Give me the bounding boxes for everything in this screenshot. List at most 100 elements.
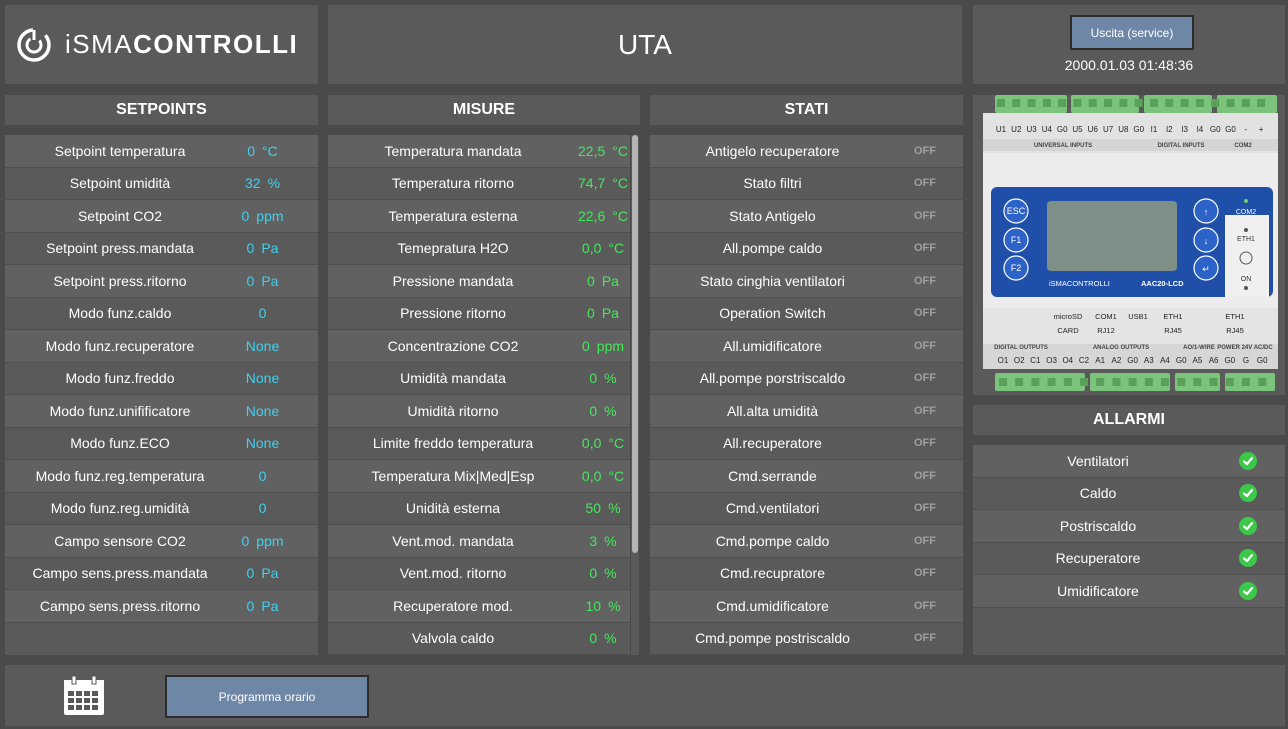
esc-button-label: ESC (1007, 206, 1026, 216)
setpoints-value: 0 (235, 468, 290, 484)
misure-label: Umidità ritorno (407, 402, 499, 419)
setpoints-value: 0 (235, 305, 290, 321)
misure-label: Temperatura mandata (384, 142, 522, 159)
misure-label: Concentrazione CO2 (387, 337, 519, 354)
setpoints-row: Campo sens.press.mandata 0 Pa (5, 557, 318, 590)
terminal-label: G0 (1176, 356, 1187, 365)
terminal-screw (1209, 378, 1218, 386)
terminal-label: A6 (1209, 356, 1219, 365)
misure-row: Temepratura H2O 0,0 °C (328, 232, 630, 265)
terminal-label: G0 (1224, 356, 1235, 365)
setpoints-value: None (235, 338, 290, 354)
setpoints-label: Setpoint press.mandata (46, 240, 194, 257)
value-number: 22,5 (578, 142, 606, 159)
setpoints-row: Setpoint press.ritorno 0 Pa (5, 265, 318, 298)
terminal-label: + (1259, 125, 1264, 134)
value-unit: °C (612, 142, 628, 159)
value-number: 50 (585, 500, 602, 517)
port-label: USB1 (1128, 312, 1148, 321)
misure-row: Limite freddo temperatura 0,0 °C (328, 427, 630, 460)
setpoints-value: 32% (235, 175, 290, 191)
value-number: None (245, 435, 280, 452)
setpoints-row: Setpoint temperatura 0 °C (5, 135, 318, 168)
value-unit: % (604, 370, 617, 387)
terminal-screw (1150, 99, 1158, 107)
value-unit: % (604, 630, 617, 647)
device-brand-text: iSMACONTROLLI (1049, 279, 1110, 288)
terminal-label: I1 (1151, 125, 1158, 134)
setpoints-label: Setpoint press.ritorno (53, 272, 187, 289)
value-unit: % (604, 402, 617, 419)
misure-row: Temperatura Mix|Med|Esp 0,0 °C (328, 460, 630, 493)
value-unit: Pa (261, 597, 279, 614)
terminal-screw (1047, 378, 1056, 386)
terminal-label: A3 (1144, 356, 1154, 365)
misure-label: Pressione ritorno (400, 305, 506, 322)
terminal-screw (1058, 99, 1067, 107)
misure-label: Vent.mod. mandata (392, 532, 514, 549)
terminal-label: I3 (1181, 125, 1188, 134)
value-number: None (245, 402, 280, 419)
terminal-screw (1096, 378, 1105, 386)
stati-label: Cmd.ventilatori (725, 500, 820, 517)
value-unit: °C (608, 435, 625, 452)
setpoints-value: None (235, 435, 290, 451)
value-number: 0 (246, 565, 255, 582)
setpoints-list: Setpoint temperatura 0 °C Setpoint umidità 3… (5, 135, 318, 655)
value-number: 0 (589, 630, 598, 647)
logo-text: iSMACONTROLLI (65, 29, 298, 60)
state-badge: OFF (914, 404, 936, 417)
misure-value: 3% (578, 533, 628, 549)
allarmi-label: Ventilatori (1067, 452, 1129, 469)
terminal-screw (1180, 99, 1189, 107)
setpoints-value: 0 °C (235, 143, 290, 159)
calendar-icon[interactable] (62, 675, 106, 717)
misure-label: Valvola caldo (411, 630, 495, 647)
terminal-label: O2 (1014, 356, 1025, 365)
state-badge: OFF (914, 209, 936, 222)
misure-row: Umidità ritorno 0% (328, 395, 630, 428)
terminal-screw (1119, 99, 1128, 107)
setpoints-label: Modo funz.caldo (68, 305, 172, 322)
setpoints-label: Setpoint temperatura (54, 142, 186, 159)
value-number: 0,0 (581, 435, 602, 452)
scrollbar-thumb[interactable] (632, 135, 638, 553)
com2-label: COM2 (1236, 209, 1256, 216)
misure-label: Vent.mod. ritorno (399, 565, 507, 582)
terminal-screw (1063, 378, 1072, 386)
setpoints-label: Setpoint CO2 (77, 207, 163, 224)
setpoints-label: Modo funz.ECO (70, 435, 170, 452)
value-number: 0 (246, 240, 255, 257)
stati-label: All.pompe porstriscaldo (699, 370, 846, 387)
setpoints-row: Setpoint CO2 0 ppm (5, 200, 318, 233)
value-unit: °C (612, 207, 628, 224)
state-badge: OFF (914, 274, 936, 287)
value-number: 74,7 (578, 175, 606, 192)
stati-label: All.alta umidità (726, 402, 819, 419)
stati-row: Cmd.serrande OFF (650, 460, 963, 493)
setpoints-row: Modo funz.recuperatore None (5, 330, 318, 363)
exit-panel: Uscita (service) 2000.01.03 01:48:36 (973, 5, 1285, 84)
stati-header: STATI (650, 95, 963, 125)
program-schedule-button[interactable]: Programma orario (165, 675, 369, 718)
terminal-label: U4 (1042, 125, 1053, 134)
value-number: 0 (246, 597, 255, 614)
terminal-label: C1 (1030, 356, 1041, 365)
value-unit: ppm (256, 207, 284, 224)
misure-list[interactable]: Temperatura mandata 22,5 °C Temperatura rit… (328, 135, 630, 655)
exit-service-button[interactable]: Uscita (service) (1070, 15, 1194, 50)
value-unit: % (604, 565, 617, 582)
stati-row: Cmd.pompe caldo OFF (650, 525, 963, 558)
stati-label: Cmd.umidificatore (716, 597, 829, 614)
terminal-screw (1242, 378, 1250, 386)
stati-row: Cmd.recupratore OFF (650, 557, 963, 590)
misure-scrollbar[interactable] (631, 135, 639, 655)
misure-value: 0,0 °C (578, 468, 628, 484)
misure-header: MISURE (328, 95, 640, 125)
terminal-label: G0 (1127, 356, 1138, 365)
state-badge: OFF (914, 469, 936, 482)
misure-label: Temperatura Mix|Med|Esp (371, 467, 535, 484)
terminal-label: U5 (1072, 125, 1083, 134)
terminal-label: G0 (1257, 356, 1268, 365)
stati-row: Stato filtri OFF (650, 167, 963, 200)
